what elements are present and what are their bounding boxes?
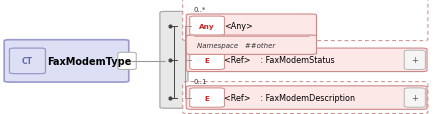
FancyBboxPatch shape bbox=[190, 17, 224, 36]
Text: Any: Any bbox=[199, 23, 215, 30]
FancyBboxPatch shape bbox=[186, 36, 316, 55]
Text: <Any>: <Any> bbox=[224, 22, 253, 31]
FancyBboxPatch shape bbox=[183, 0, 428, 41]
Text: +: + bbox=[411, 56, 418, 65]
FancyBboxPatch shape bbox=[404, 88, 425, 107]
FancyBboxPatch shape bbox=[4, 40, 129, 82]
FancyBboxPatch shape bbox=[190, 51, 224, 70]
Text: Namespace   ##other: Namespace ##other bbox=[197, 42, 275, 48]
FancyBboxPatch shape bbox=[190, 88, 224, 107]
FancyBboxPatch shape bbox=[118, 53, 136, 70]
Text: FaxModemType: FaxModemType bbox=[47, 56, 132, 66]
Text: E: E bbox=[205, 95, 209, 101]
Text: +: + bbox=[411, 93, 418, 102]
FancyBboxPatch shape bbox=[404, 51, 425, 70]
Text: E: E bbox=[205, 57, 209, 63]
Text: <Ref>    : FaxModemDescription: <Ref> : FaxModemDescription bbox=[224, 93, 356, 102]
FancyBboxPatch shape bbox=[186, 15, 316, 38]
Text: <Ref>    : FaxModemStatus: <Ref> : FaxModemStatus bbox=[224, 56, 335, 65]
Text: 0..1: 0..1 bbox=[194, 78, 207, 84]
Text: 0..*: 0..* bbox=[194, 7, 206, 13]
FancyBboxPatch shape bbox=[183, 82, 428, 114]
Text: CT: CT bbox=[22, 57, 33, 66]
FancyBboxPatch shape bbox=[186, 86, 427, 109]
FancyBboxPatch shape bbox=[160, 12, 188, 108]
FancyBboxPatch shape bbox=[10, 49, 45, 74]
FancyBboxPatch shape bbox=[186, 49, 427, 72]
